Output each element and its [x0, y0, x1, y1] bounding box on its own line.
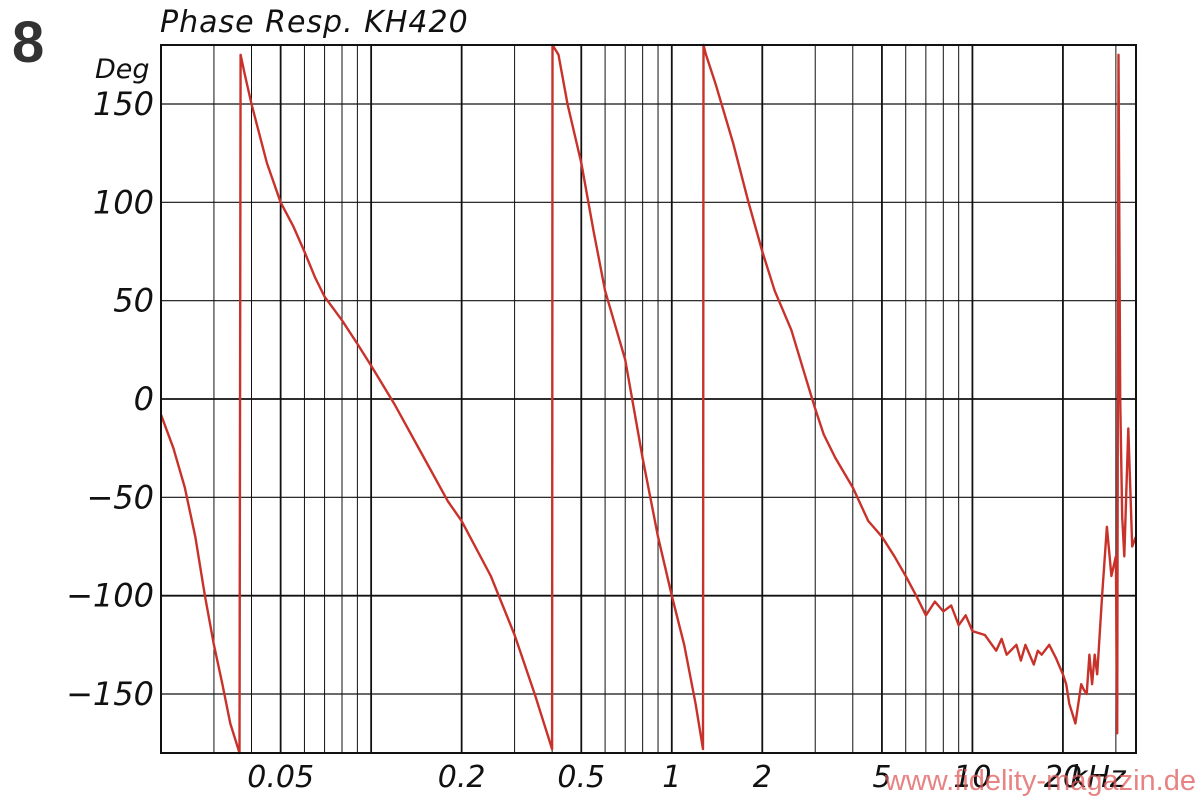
figure-number: 8	[12, 10, 45, 75]
y-tick-label: 50	[113, 282, 154, 320]
chart-title: Phase Resp. KH420	[160, 5, 469, 40]
y-tick-label: −150	[66, 675, 154, 713]
x-tick-label: 1	[662, 760, 681, 795]
tick-labels: 0.05 0.2 0.5 1 2 5 10 20 150 100 50 0 −50 −100 −150	[66, 85, 1082, 795]
x-tick-label: 2	[753, 760, 772, 795]
curve-layer	[159, 43, 1138, 755]
y-axis-unit-label: Deg	[95, 54, 150, 85]
grid	[161, 45, 1136, 753]
x-tick-label: 0.5	[557, 760, 605, 795]
x-tick-label: 10	[953, 760, 991, 795]
plot-frame	[160, 44, 1137, 754]
phase-curve	[159, 43, 1138, 755]
watermark: www.fidelity-magazin.de	[884, 765, 1196, 797]
x-axis-unit-label: kHz	[1070, 760, 1127, 795]
x-tick-label: 20	[1044, 760, 1082, 795]
y-tick-label: 0	[134, 380, 154, 418]
x-tick-label: 0.05	[247, 760, 314, 795]
y-tick-label: −50	[86, 478, 154, 516]
x-tick-label: 5	[872, 760, 891, 795]
y-tick-label: −100	[66, 577, 154, 615]
y-tick-label: 100	[93, 183, 154, 221]
y-tick-label: 150	[93, 85, 154, 123]
x-tick-label: 0.2	[438, 760, 486, 795]
